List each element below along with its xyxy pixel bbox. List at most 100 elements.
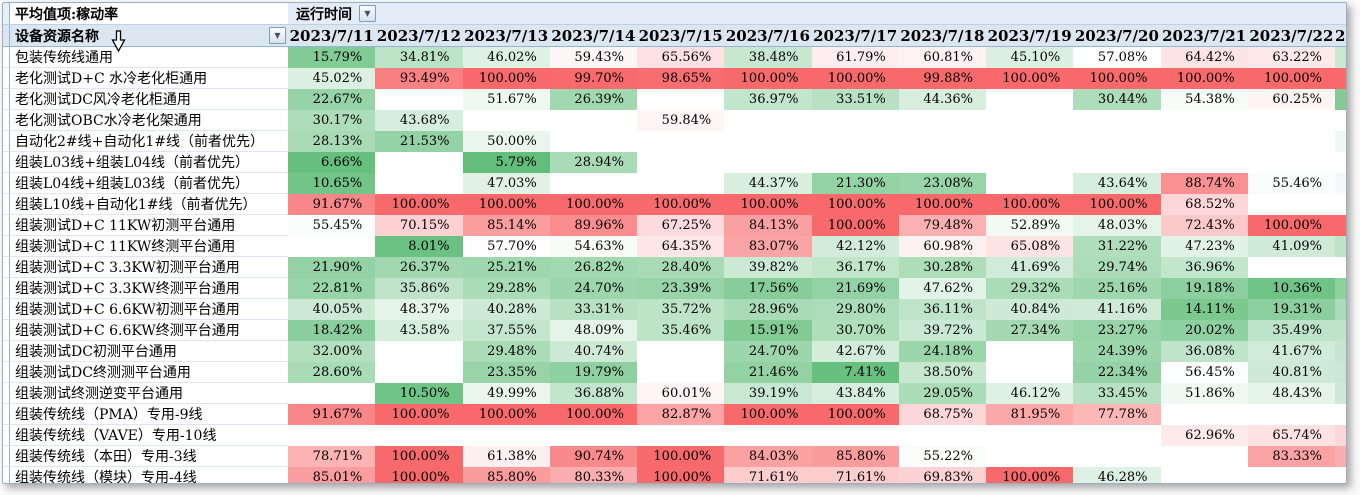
- value-cell[interactable]: 33.31%: [549, 299, 637, 320]
- value-cell[interactable]: 57.70%: [462, 236, 550, 257]
- value-cell[interactable]: 69.83%: [898, 467, 986, 483]
- value-cell[interactable]: [898, 131, 986, 152]
- value-cell[interactable]: [1247, 110, 1335, 131]
- row-field-cell[interactable]: 设备资源名称 ▼: [10, 25, 288, 46]
- value-cell[interactable]: 55.46%: [1247, 173, 1335, 194]
- value-cell[interactable]: 68.75%: [898, 404, 986, 425]
- value-cell[interactable]: 24.39%: [1073, 341, 1161, 362]
- value-cell[interactable]: [375, 152, 463, 173]
- value-cell[interactable]: 18.42%: [288, 320, 376, 341]
- row-label[interactable]: 组装L10线+自动化1#线（前者优先）: [10, 194, 288, 215]
- value-cell[interactable]: 100.00%: [375, 194, 463, 215]
- value-cell[interactable]: 21.90%: [288, 257, 376, 278]
- value-cell[interactable]: 35.72%: [637, 299, 725, 320]
- value-cell[interactable]: 41.16%: [1073, 299, 1161, 320]
- value-cell[interactable]: 29.80%: [811, 299, 899, 320]
- row-label[interactable]: 自动化2#线+自动化1#线（前者优先）: [10, 131, 288, 152]
- value-cell[interactable]: 47.03%: [462, 173, 550, 194]
- value-cell[interactable]: 63.22%: [1247, 47, 1335, 68]
- value-cell[interactable]: [1247, 194, 1335, 215]
- value-cell[interactable]: 17.56%: [724, 278, 812, 299]
- value-cell[interactable]: 21.69%: [811, 278, 899, 299]
- value-cell[interactable]: [986, 446, 1074, 467]
- value-cell[interactable]: 83.07%: [724, 236, 812, 257]
- value-cell[interactable]: 35.46%: [637, 320, 725, 341]
- value-cell[interactable]: 39.72%: [898, 320, 986, 341]
- value-cell[interactable]: 40.05%: [288, 299, 376, 320]
- value-cell[interactable]: 60.01%: [637, 383, 725, 404]
- value-cell[interactable]: [637, 131, 725, 152]
- value-cell[interactable]: 44.37%: [724, 173, 812, 194]
- value-cell[interactable]: 82.87%: [637, 404, 725, 425]
- value-cell[interactable]: 21.53%: [375, 131, 463, 152]
- value-cell[interactable]: 99.70%: [549, 68, 637, 89]
- value-cell[interactable]: 25.21%: [462, 257, 550, 278]
- value-cell[interactable]: 55.45%: [288, 215, 376, 236]
- value-cell[interactable]: 100.00%: [462, 404, 550, 425]
- value-cell[interactable]: 68.52%: [1160, 194, 1248, 215]
- value-cell[interactable]: 45.02%: [288, 68, 376, 89]
- value-cell[interactable]: 51.86%: [1160, 383, 1248, 404]
- value-cell[interactable]: 100.00%: [811, 404, 899, 425]
- value-cell[interactable]: 39.19%: [724, 383, 812, 404]
- value-cell[interactable]: 71.61%: [811, 467, 899, 483]
- value-cell[interactable]: 36.97%: [724, 89, 812, 110]
- value-cell[interactable]: 67.25%: [637, 215, 725, 236]
- value-cell[interactable]: 22.34%: [1073, 362, 1161, 383]
- row-label[interactable]: 组装测试D+C 11KW初测平台通用: [10, 215, 288, 236]
- value-cell[interactable]: [1247, 257, 1335, 278]
- value-cell[interactable]: 100.00%: [986, 467, 1074, 483]
- value-cell[interactable]: 28.94%: [549, 152, 637, 173]
- value-cell[interactable]: [898, 152, 986, 173]
- value-cell[interactable]: 100.00%: [811, 215, 899, 236]
- value-cell[interactable]: 40.84%: [986, 299, 1074, 320]
- value-cell[interactable]: 26.82%: [549, 257, 637, 278]
- value-cell[interactable]: 5.79%: [462, 152, 550, 173]
- value-cell[interactable]: 49.99%: [462, 383, 550, 404]
- value-cell[interactable]: 14.11%: [1160, 299, 1248, 320]
- value-cell[interactable]: [549, 173, 637, 194]
- value-cell[interactable]: 83.33%: [1247, 446, 1335, 467]
- value-cell[interactable]: [1073, 110, 1161, 131]
- value-cell[interactable]: 46.28%: [1073, 467, 1161, 483]
- value-cell[interactable]: 91.67%: [288, 404, 376, 425]
- value-cell[interactable]: 8.01%: [375, 236, 463, 257]
- value-cell[interactable]: 40.81%: [1247, 362, 1335, 383]
- value-cell[interactable]: 10.36%: [1247, 278, 1335, 299]
- row-label[interactable]: 组装测试D+C 3.3KW初测平台通用: [10, 257, 288, 278]
- value-cell[interactable]: 100.00%: [724, 194, 812, 215]
- value-cell[interactable]: 15.91%: [724, 320, 812, 341]
- value-cell[interactable]: 100.00%: [724, 404, 812, 425]
- row-label[interactable]: 老化测试DC风冷老化柜通用: [10, 89, 288, 110]
- value-cell[interactable]: 100.00%: [898, 194, 986, 215]
- row-label[interactable]: 组装L04线+组装L03线（前者优先）: [10, 173, 288, 194]
- value-cell[interactable]: 19.18%: [1160, 278, 1248, 299]
- value-cell[interactable]: 72.43%: [1160, 215, 1248, 236]
- value-cell[interactable]: 64.35%: [637, 236, 725, 257]
- row-label[interactable]: 组装传统线（模块）专用-4线: [10, 467, 288, 483]
- value-cell[interactable]: 47.62%: [898, 278, 986, 299]
- value-cell[interactable]: 61.38%: [462, 446, 550, 467]
- value-cell[interactable]: [1160, 404, 1248, 425]
- value-cell[interactable]: 84.13%: [724, 215, 812, 236]
- value-cell[interactable]: [1160, 110, 1248, 131]
- value-cell[interactable]: [375, 341, 463, 362]
- value-cell[interactable]: [1073, 152, 1161, 173]
- value-cell[interactable]: 45.10%: [986, 47, 1074, 68]
- value-cell[interactable]: 100.00%: [986, 68, 1074, 89]
- value-cell[interactable]: [811, 131, 899, 152]
- value-cell[interactable]: 28.60%: [288, 362, 376, 383]
- value-cell[interactable]: 31.22%: [1073, 236, 1161, 257]
- value-cell[interactable]: 84.03%: [724, 446, 812, 467]
- value-cell[interactable]: 25.16%: [1073, 278, 1161, 299]
- value-cell[interactable]: 35.86%: [375, 278, 463, 299]
- value-cell[interactable]: 100.00%: [375, 467, 463, 483]
- value-cell[interactable]: 23.35%: [462, 362, 550, 383]
- value-cell[interactable]: 6.66%: [288, 152, 376, 173]
- value-cell[interactable]: 33.51%: [811, 89, 899, 110]
- value-cell[interactable]: 24.70%: [724, 341, 812, 362]
- value-cell[interactable]: [637, 425, 725, 446]
- value-cell[interactable]: 88.74%: [1160, 173, 1248, 194]
- value-cell[interactable]: 33.45%: [1073, 383, 1161, 404]
- value-cell[interactable]: [986, 425, 1074, 446]
